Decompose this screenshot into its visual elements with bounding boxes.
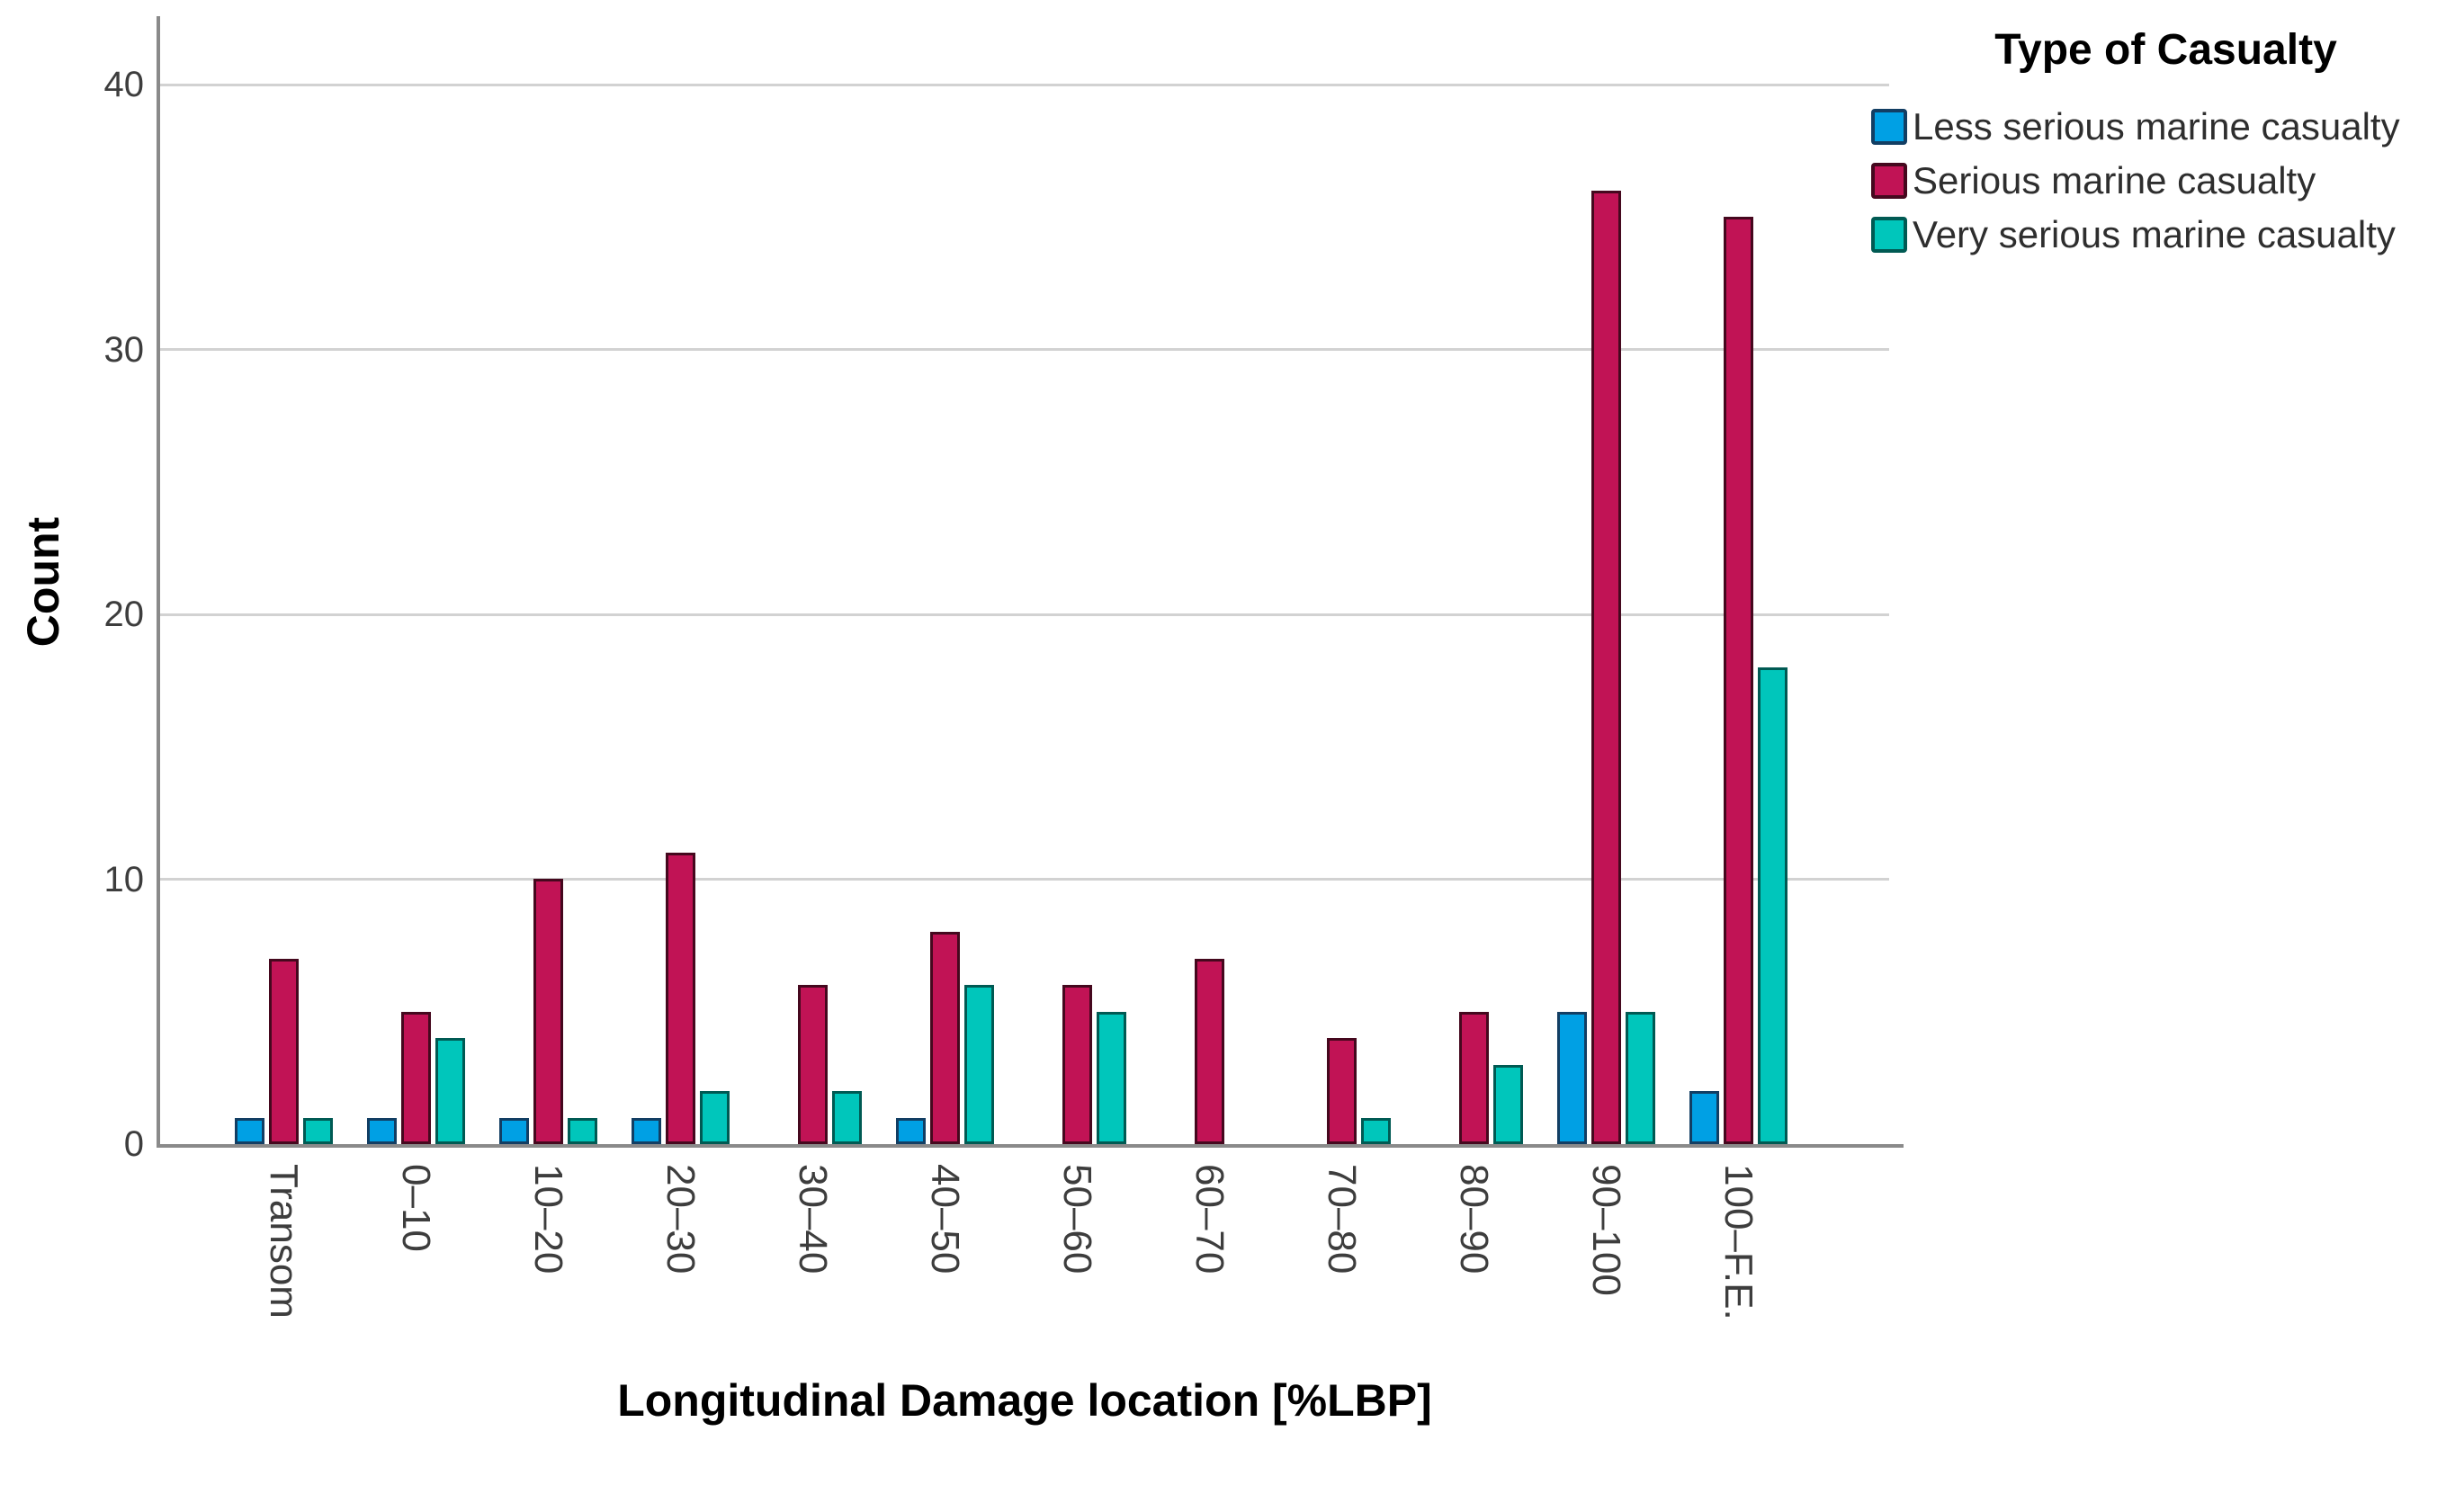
x-tick-label: 30–40	[791, 1164, 835, 1275]
legend-item-label: Very serious marine casualty	[1913, 213, 2396, 255]
y-tick-label: 20	[103, 595, 145, 634]
x-axis-title: Longitudinal Damage location [%LBP]	[617, 1375, 1432, 1426]
bar-series3-10–20	[568, 1118, 597, 1144]
x-tick-label: 60–70	[1187, 1164, 1232, 1275]
legend-item-3: Very serious marine casualty	[1871, 208, 2460, 262]
bar-series2-30–40	[798, 985, 828, 1144]
bar-series1-100–F.E.	[1689, 1091, 1719, 1144]
legend-item-2: Serious marine casualty	[1871, 154, 2460, 208]
bar-series3-40–50	[964, 985, 994, 1144]
legend-swatch-icon	[1871, 217, 1907, 253]
legend-title: Type of Casualty	[1994, 26, 2337, 74]
legend-item-label: Serious marine casualty	[1913, 159, 2316, 201]
gridline-10	[160, 878, 1889, 881]
legend-items: Less serious marine casualty Serious mari…	[1871, 100, 2460, 262]
bar-series1-0–10	[367, 1118, 397, 1144]
x-tick-label: 40–50	[923, 1164, 967, 1275]
bar-series1-40–50	[896, 1118, 926, 1144]
bar-series2-50–60	[1062, 985, 1092, 1144]
bar-series3-0–10	[435, 1038, 465, 1144]
bar-series3-70–80	[1361, 1118, 1391, 1144]
y-tick-label: 40	[103, 65, 145, 104]
bar-series3-80–90	[1493, 1065, 1523, 1144]
x-tick-label: Transom	[262, 1164, 306, 1319]
bar-series2-60–70	[1195, 959, 1224, 1144]
bar-series2-Transom	[269, 959, 299, 1144]
bar-series1-20–30	[632, 1118, 661, 1144]
y-tick-label: 10	[103, 859, 145, 899]
x-tick-label: 10–20	[526, 1164, 570, 1275]
y-axis-title: Count	[18, 516, 68, 648]
x-tick-label: 20–30	[659, 1164, 703, 1275]
bar-series3-50–60	[1097, 1012, 1126, 1144]
x-tick-label: 90–100	[1584, 1164, 1628, 1296]
bar-series1-90–100	[1557, 1012, 1587, 1144]
gridline-40	[160, 83, 1889, 86]
bar-series2-40–50	[930, 932, 960, 1144]
bar-series3-90–100	[1626, 1012, 1655, 1144]
x-axis-line	[157, 1144, 1904, 1148]
bar-series3-20–30	[700, 1091, 730, 1144]
bar-series2-80–90	[1459, 1012, 1489, 1144]
y-axis-line	[157, 16, 160, 1148]
y-tick-label: 30	[103, 329, 145, 370]
bar-series3-Transom	[303, 1118, 333, 1144]
bar-series2-10–20	[533, 879, 563, 1144]
legend-swatch-icon	[1871, 163, 1907, 199]
gridline-30	[160, 348, 1889, 351]
bar-series1-10–20	[499, 1118, 529, 1144]
x-tick-label: 0–10	[394, 1164, 438, 1252]
legend-item-label: Less serious marine casualty	[1913, 105, 2400, 148]
legend-item-1: Less serious marine casualty	[1871, 100, 2460, 154]
bar-series2-0–10	[401, 1012, 431, 1144]
y-tick-label: 0	[123, 1124, 144, 1164]
x-tick-label: 80–90	[1452, 1164, 1496, 1275]
bar-series3-100–F.E.	[1758, 667, 1788, 1144]
bar-series2-100–F.E.	[1724, 217, 1753, 1144]
bar-series2-90–100	[1591, 191, 1621, 1144]
x-tick-label: 50–60	[1055, 1164, 1099, 1275]
x-tick-label: 70–80	[1320, 1164, 1364, 1275]
gridline-20	[160, 613, 1889, 616]
bar-series2-20–30	[666, 853, 695, 1144]
bar-series2-70–80	[1327, 1038, 1357, 1144]
x-tick-label: 100–F.E.	[1716, 1164, 1761, 1320]
bar-series1-Transom	[235, 1118, 264, 1144]
legend: Type of Casualty Less serious marine cas…	[1871, 25, 2460, 262]
legend-swatch-icon	[1871, 109, 1907, 145]
bar-series3-30–40	[832, 1091, 862, 1144]
